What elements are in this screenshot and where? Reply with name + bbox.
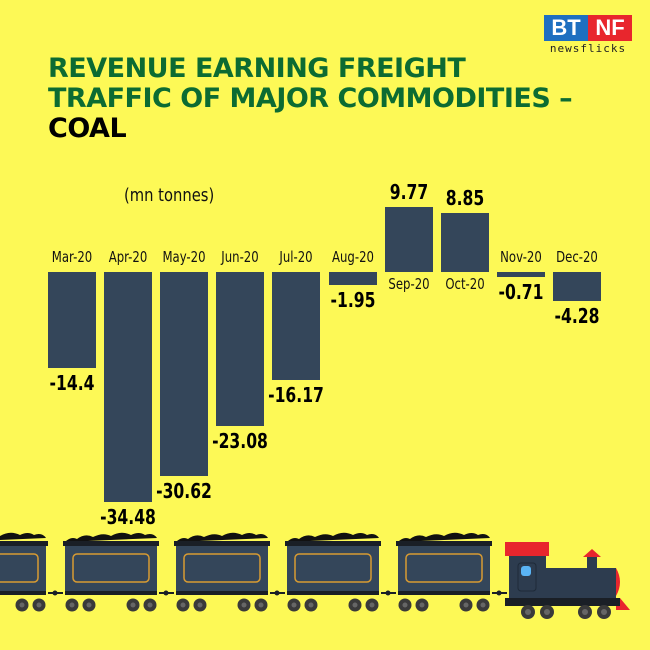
- category-label: Apr-20: [108, 248, 148, 266]
- coal-train-illustration: [0, 532, 630, 619]
- category-label: Nov-20: [499, 248, 542, 266]
- bar-apr-20: [104, 272, 153, 502]
- value-label: 9.77: [389, 179, 428, 204]
- logo-subtitle: newsflicks: [549, 42, 627, 55]
- bar-nov-20: [496, 272, 545, 277]
- title-line-1: REVENUE EARNING FREIGHT: [48, 53, 466, 84]
- value-label: 8.85: [445, 185, 484, 210]
- category-label: Aug-20: [331, 248, 374, 266]
- title-line-2: TRAFFIC OF MAJOR COMMODITIES –: [48, 83, 573, 114]
- bar-jun-20: [216, 272, 265, 426]
- coal-wagon-icon: [63, 532, 174, 612]
- bar-aug-20: [328, 272, 377, 285]
- coal-wagon-icon: [396, 532, 507, 612]
- bar-may-20: [160, 272, 209, 477]
- bar-sep-20: [384, 206, 433, 272]
- category-label: Dec-20: [556, 248, 598, 266]
- value-label: -30.62: [156, 479, 213, 504]
- bar-oct-20: [440, 212, 489, 272]
- bar-mar-20: [48, 272, 96, 369]
- value-label: -1.95: [330, 288, 375, 312]
- locomotive-icon: [505, 542, 630, 619]
- category-label: Sep-20: [388, 275, 430, 293]
- category-label: Mar-20: [51, 248, 93, 266]
- bar-jul-20: [272, 272, 321, 380]
- logo-bt: BT: [544, 15, 588, 41]
- value-label: -0.71: [498, 279, 544, 304]
- bar-dec-20: [552, 272, 601, 301]
- coal-wagon-icon: [174, 532, 285, 612]
- unit-label: (mn tonnes): [124, 185, 215, 206]
- value-label: -14.4: [49, 371, 95, 396]
- value-label: -23.08: [212, 428, 269, 453]
- category-label: Oct-20: [445, 275, 485, 293]
- coal-wagon-icon: [285, 532, 396, 612]
- category-label: May-20: [162, 248, 206, 266]
- title-line-3: COAL: [48, 113, 127, 144]
- category-label: Jun-20: [221, 248, 259, 266]
- brand-logo: BT NF newsflicks: [544, 15, 632, 55]
- coal-wagon-icon: [0, 532, 63, 612]
- value-label: -34.48: [100, 504, 157, 529]
- category-label: Jul-20: [279, 248, 314, 266]
- logo-nf: NF: [588, 15, 632, 41]
- chart-title: REVENUE EARNING FREIGHT TRAFFIC OF MAJOR…: [48, 53, 573, 144]
- value-label: -16.17: [268, 382, 325, 407]
- value-label: -4.28: [554, 303, 600, 328]
